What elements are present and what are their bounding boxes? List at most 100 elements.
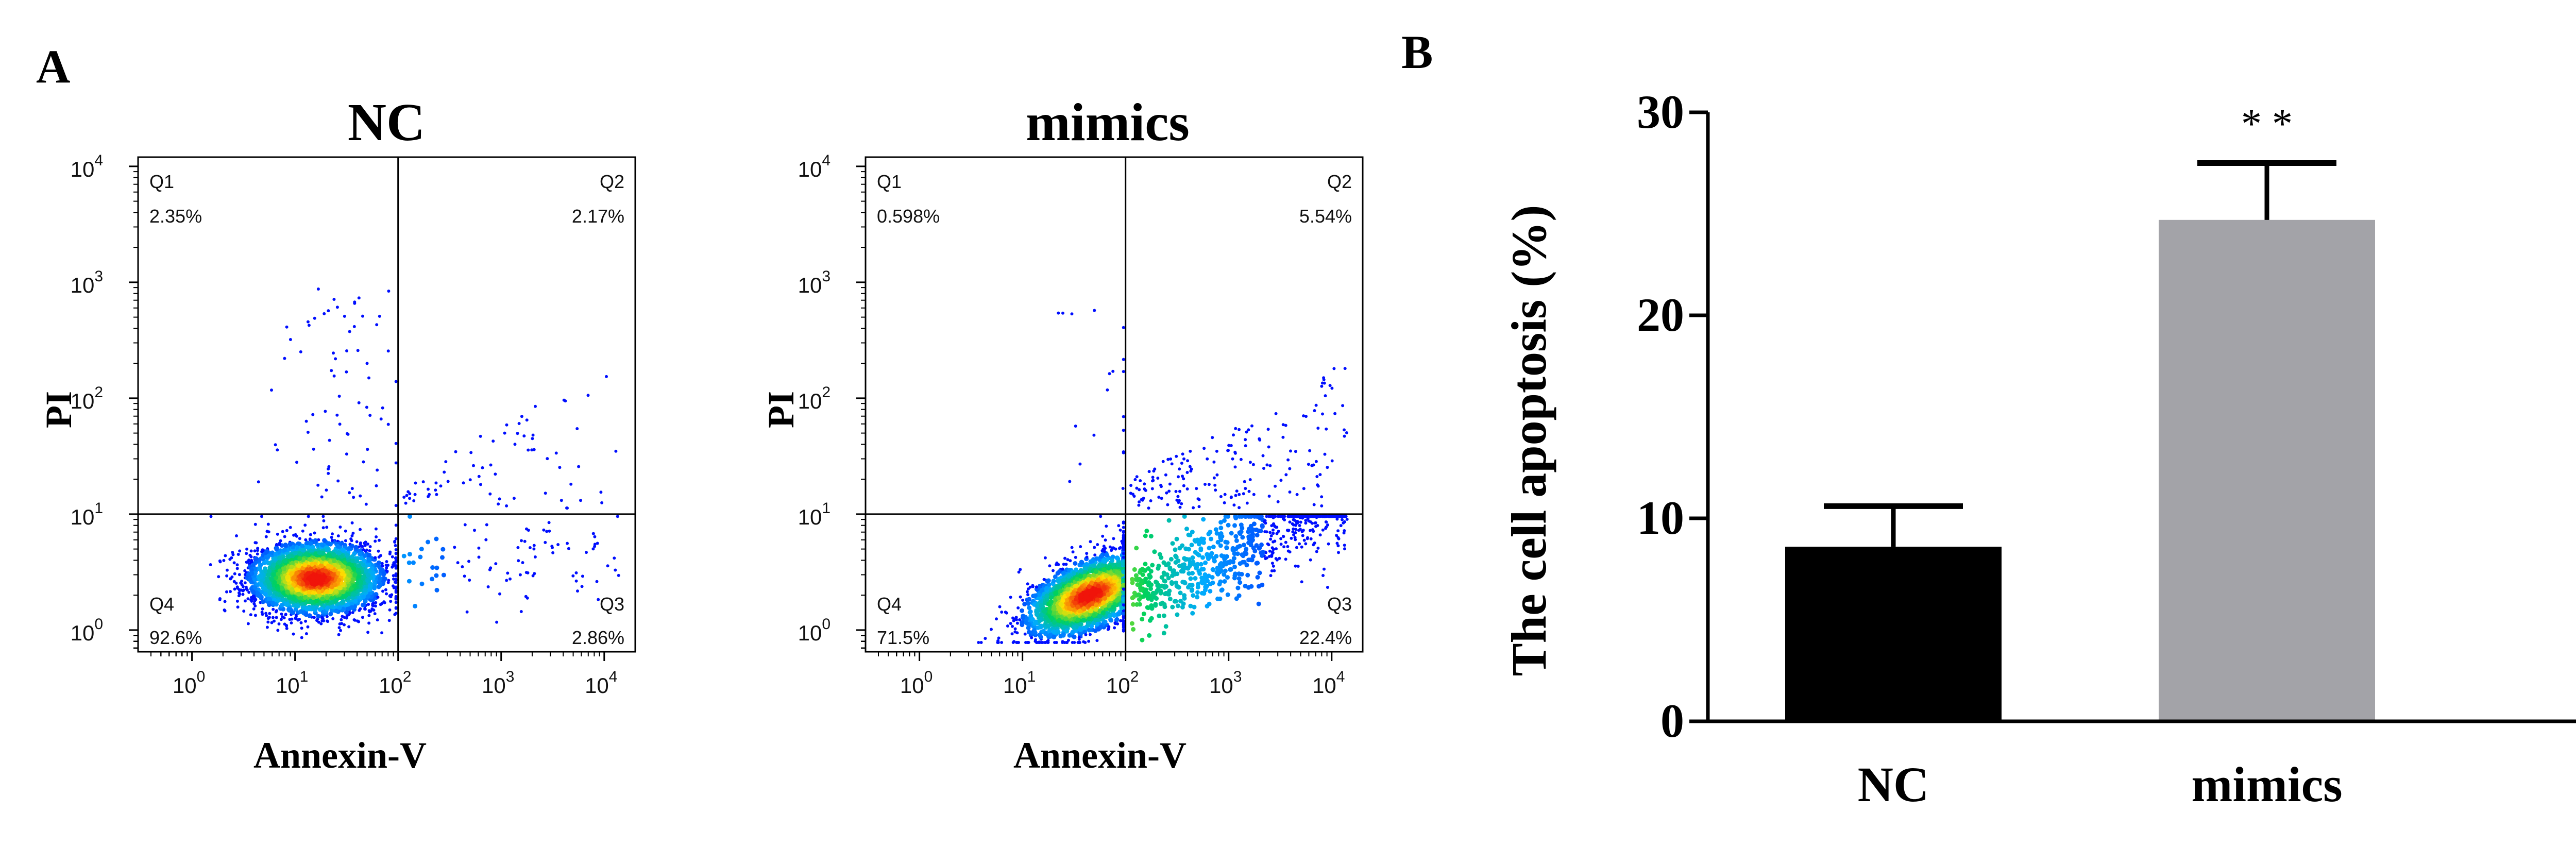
- event-dot: [328, 559, 333, 564]
- x-tick-exponent: 4: [609, 668, 618, 685]
- event-dot: [462, 481, 465, 485]
- event-dot: [367, 376, 370, 380]
- event-dot: [389, 600, 393, 603]
- y-tick-exponent: 1: [94, 500, 103, 517]
- event-dot: [274, 546, 279, 551]
- event-dot: [374, 601, 378, 604]
- event-dot: [305, 540, 310, 546]
- event-dot: [616, 515, 619, 518]
- event-dot: [379, 603, 382, 606]
- event-dot: [268, 612, 272, 615]
- event-dot: [318, 563, 324, 568]
- event-dot: [307, 324, 311, 327]
- event-dot: [242, 610, 246, 613]
- event-dot: [266, 617, 270, 620]
- event-dot: [364, 502, 368, 506]
- quadrant-name-q1: Q1: [149, 171, 174, 192]
- event-dot: [247, 577, 252, 582]
- event-dot: [394, 566, 398, 570]
- event-dot: [1015, 641, 1019, 644]
- event-dot: [304, 606, 310, 612]
- event-dot: [1085, 552, 1089, 555]
- event-dot: [289, 526, 292, 529]
- event-dot: [296, 580, 301, 585]
- event-dot: [412, 499, 416, 502]
- x-tick-exponent: 1: [300, 668, 309, 685]
- event-dot: [1108, 545, 1112, 549]
- event-dot: [591, 547, 595, 551]
- event-dot: [444, 460, 448, 464]
- event-dot: [243, 599, 247, 603]
- event-dot: [394, 461, 398, 465]
- event-dot: [290, 610, 295, 615]
- event-dot: [1035, 585, 1038, 589]
- event-dot: [312, 616, 316, 619]
- event-dot: [243, 569, 247, 572]
- event-dot: [407, 552, 412, 557]
- event-dot: [325, 547, 330, 552]
- event-dot: [285, 627, 289, 630]
- event-dot: [546, 457, 549, 461]
- x-tick-exponent: 0: [197, 668, 206, 685]
- event-dot: [385, 592, 388, 596]
- event-dot: [341, 615, 344, 618]
- event-dot: [260, 515, 263, 518]
- event-dot: [241, 593, 245, 596]
- event-dot: [325, 595, 330, 600]
- event-dot: [357, 401, 361, 404]
- event-dot: [230, 556, 233, 560]
- event-dot: [298, 537, 301, 540]
- event-dot: [385, 566, 388, 570]
- event-dot: [243, 581, 247, 585]
- event-dot: [337, 395, 341, 398]
- event-dot: [614, 568, 617, 572]
- event-dot: [283, 559, 288, 564]
- event-dot: [377, 555, 381, 559]
- event-dot: [492, 439, 495, 443]
- event-dot: [331, 532, 334, 536]
- event-dot: [311, 605, 316, 610]
- event-dot: [240, 583, 244, 586]
- event-dot: [341, 599, 346, 604]
- event-dot: [276, 532, 279, 536]
- event-dot: [339, 629, 342, 632]
- event-dot: [513, 443, 517, 446]
- event-dot: [229, 590, 232, 594]
- event-dot: [238, 573, 241, 577]
- event-dot: [327, 471, 330, 475]
- event-dot: [1089, 540, 1092, 544]
- flow-plot-mimics: mimics PI Annexin-V 10010010110110210210…: [760, 93, 1364, 776]
- event-dot: [285, 575, 290, 580]
- event-dot: [347, 573, 352, 578]
- event-dot: [1048, 564, 1052, 568]
- event-dot: [337, 626, 341, 630]
- event-dot: [249, 613, 252, 617]
- event-dot: [294, 587, 299, 592]
- event-dot: [382, 577, 387, 581]
- event-dot: [406, 560, 412, 565]
- event-dot: [576, 589, 579, 593]
- event-dot: [225, 574, 229, 578]
- event-dot: [350, 554, 354, 559]
- event-dot: [271, 572, 276, 577]
- event-dot: [365, 548, 368, 552]
- event-dot: [307, 515, 310, 518]
- event-dot: [320, 597, 325, 601]
- event-dot: [279, 602, 284, 607]
- event-dot: [361, 616, 364, 619]
- event-dot: [373, 612, 377, 616]
- event-dot: [1089, 633, 1092, 636]
- event-dot: [486, 585, 490, 588]
- event-dot: [256, 549, 259, 552]
- event-dot: [294, 613, 298, 617]
- event-dot: [566, 542, 569, 545]
- event-dot: [261, 613, 264, 616]
- event-dot: [328, 612, 333, 617]
- event-dot: [359, 494, 362, 498]
- event-dot: [1010, 632, 1014, 636]
- event-dot: [1106, 628, 1110, 631]
- event-dot: [391, 563, 395, 567]
- event-dot: [551, 551, 555, 554]
- event-dot: [477, 546, 481, 550]
- event-dot: [352, 572, 358, 578]
